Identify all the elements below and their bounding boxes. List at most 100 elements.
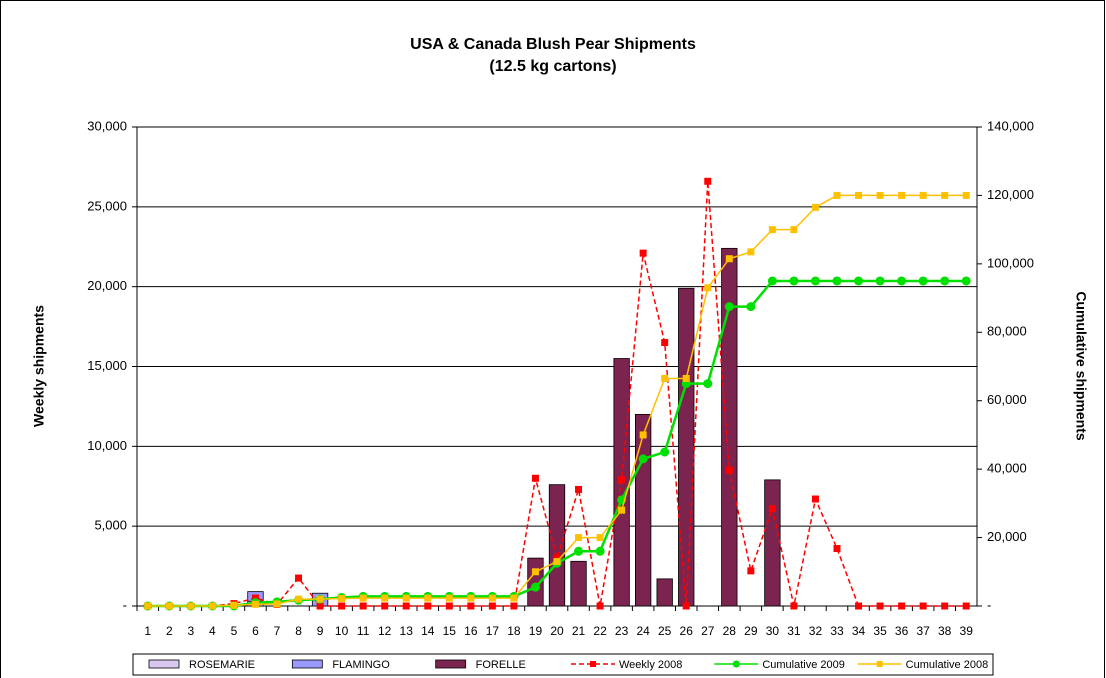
x-tick-label: 13: [400, 624, 414, 638]
legend-label: FLAMINGO: [332, 659, 390, 671]
y2-tick-label: 20,000: [987, 529, 1027, 544]
marker: [595, 546, 605, 556]
marker: [855, 602, 863, 610]
x-tick-label: 30: [766, 624, 780, 638]
marker: [381, 602, 389, 610]
marker: [918, 276, 928, 286]
marker: [767, 276, 777, 286]
marker: [639, 249, 647, 257]
x-tick-label: 3: [188, 624, 195, 638]
y2-tick-label: -: [987, 597, 991, 612]
marker: [876, 191, 884, 199]
marker: [467, 602, 475, 610]
legend-swatch: [435, 659, 467, 669]
marker: [703, 379, 713, 389]
marker: [295, 595, 303, 603]
marker: [962, 602, 970, 610]
bar: [548, 484, 566, 607]
marker: [639, 431, 647, 439]
x-tick-label: 25: [658, 624, 672, 638]
marker: [898, 191, 906, 199]
x-tick-label: 7: [274, 624, 281, 638]
legend-swatch: [291, 659, 323, 669]
marker: [768, 505, 776, 513]
marker: [897, 276, 907, 286]
marker: [553, 558, 561, 566]
y2-tick-label: 40,000: [987, 461, 1027, 476]
y-axis-label: Weekly shipments: [31, 305, 47, 427]
marker: [424, 594, 432, 602]
x-tick-label: 2: [166, 624, 173, 638]
bar: [656, 578, 673, 607]
x-tick-label: 11: [357, 624, 370, 638]
marker: [940, 276, 950, 286]
x-tick-label: 37: [916, 624, 930, 638]
marker: [338, 594, 346, 602]
marker: [531, 568, 539, 576]
marker: [208, 602, 216, 610]
marker: [789, 276, 799, 286]
marker: [854, 276, 864, 286]
marker: [962, 191, 970, 199]
x-tick-label: 10: [335, 624, 349, 638]
legend-label: Cumulative 2008: [906, 659, 989, 671]
marker: [725, 466, 733, 474]
marker: [402, 602, 410, 610]
x-tick-label: 8: [295, 624, 302, 638]
marker: [875, 276, 885, 286]
marker: [510, 602, 518, 610]
marker: [790, 602, 798, 610]
x-tick-label: 24: [636, 624, 650, 638]
marker: [941, 191, 949, 199]
x-tick-label: 14: [421, 624, 435, 638]
y-tick-label: -: [123, 597, 127, 612]
x-tick-label: 17: [486, 624, 500, 638]
x-tick-label: 15: [443, 624, 457, 638]
x-tick-label: 27: [701, 624, 715, 638]
bar: [764, 479, 781, 607]
x-tick-label: 29: [744, 624, 758, 638]
y-tick-label: 10,000: [87, 438, 127, 453]
chart-subtitle: (12.5 kg cartons): [489, 58, 616, 75]
marker: [295, 574, 303, 582]
marker: [273, 600, 281, 608]
marker: [402, 594, 410, 602]
marker: [746, 302, 756, 312]
chart-title: USA & Canada Blush Pear Shipments: [410, 36, 696, 53]
x-tick-label: 19: [529, 624, 543, 638]
marker: [704, 284, 712, 292]
marker: [961, 276, 971, 286]
x-tick-label: 35: [873, 624, 887, 638]
bar: [721, 247, 738, 607]
x-tick-label: 32: [809, 624, 823, 638]
legend-swatch: [148, 659, 180, 669]
x-tick-label: 16: [464, 624, 478, 638]
marker: [747, 567, 755, 575]
bar: [570, 560, 587, 607]
marker: [251, 600, 259, 608]
x-tick-label: 12: [378, 624, 392, 638]
marker: [445, 594, 453, 602]
y2-tick-label: 60,000: [987, 392, 1027, 407]
legend-label: FORELLE: [476, 659, 526, 671]
marker: [574, 546, 584, 556]
y-tick-label: 5,000: [94, 518, 127, 533]
x-tick-label: 21: [572, 624, 586, 638]
x-tick-label: 39: [960, 624, 974, 638]
bar: [678, 287, 695, 607]
marker: [768, 226, 776, 234]
marker: [876, 602, 884, 610]
marker: [724, 302, 734, 312]
marker: [510, 594, 518, 602]
marker: [618, 506, 626, 514]
marker: [531, 474, 539, 482]
marker: [898, 602, 906, 610]
marker: [790, 226, 798, 234]
marker: [424, 602, 432, 610]
marker: [251, 594, 259, 602]
x-tick-label: 33: [830, 624, 844, 638]
x-tick-label: 20: [550, 624, 564, 638]
marker: [704, 177, 712, 185]
y2-tick-label: 100,000: [987, 255, 1034, 270]
x-tick-label: 5: [231, 624, 238, 638]
